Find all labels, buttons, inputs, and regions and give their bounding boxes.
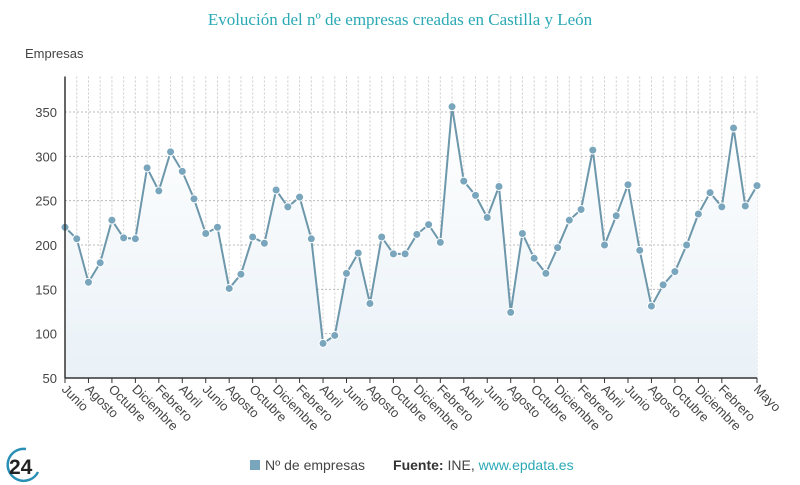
data-point [166,147,176,157]
data-point [412,229,422,239]
data-point [553,243,563,253]
source-label: Fuente: [393,457,444,473]
data-point [576,205,586,215]
y-tick-label: 350 [35,105,57,120]
data-point [529,253,539,263]
data-point [154,186,164,196]
data-point [658,280,668,290]
data-point [224,283,234,293]
source: Fuente: INE, www.epdata.es [393,457,574,473]
data-point [447,102,457,112]
y-tick-label: 50 [43,371,57,386]
data-point [400,249,410,259]
source-text: INE, [447,457,475,473]
data-point [682,240,692,250]
x-tick-label: Junio [481,382,514,415]
data-point [611,211,621,221]
data-point [471,190,481,200]
data-point [424,220,434,230]
data-point [341,268,351,278]
legend-label: Nº de empresas [265,457,366,473]
data-point [564,215,574,225]
data-point [353,248,363,258]
y-axis-label: Empresas [25,46,84,61]
data-point [318,338,328,348]
data-point [623,180,633,190]
x-tick-label: Mayo [751,382,784,415]
x-tick-label: Junio [200,382,233,415]
data-point [189,194,199,204]
data-point [201,228,211,238]
data-point [388,249,398,259]
data-point [365,299,375,309]
data-point [646,301,656,311]
chart-footer: Nº de empresas Fuente: INE, www.epdata.e… [250,457,574,473]
data-point [177,166,187,176]
data-point [693,209,703,219]
data-point [635,245,645,255]
data-point [729,123,739,133]
logo-24: 24 [6,447,40,483]
data-point [377,232,387,242]
data-point [248,232,258,242]
data-point [119,233,129,243]
data-point [271,185,281,195]
legend-swatch [250,460,260,470]
data-point [259,238,269,248]
data-point [740,201,750,211]
data-point [236,269,246,279]
chart-title: Evolución del nº de empresas creadas en … [207,10,593,29]
y-tick-label: 100 [35,327,57,342]
data-point [130,234,140,244]
data-point [482,213,492,223]
data-point [752,181,762,191]
source-link[interactable]: www.epdata.es [478,457,574,473]
data-point [295,192,305,202]
data-point [283,202,293,212]
data-point [541,268,551,278]
data-point [142,163,152,173]
data-point [459,176,469,186]
data-point [212,222,222,232]
x-tick-label: Junio [622,382,655,415]
data-point [107,215,117,225]
data-point [95,258,105,268]
data-point [588,145,598,155]
data-point [72,234,82,244]
data-point [494,181,504,191]
svg-text:24: 24 [9,456,33,479]
data-point [435,237,445,247]
x-tick-label: Junio [59,382,92,415]
data-point [330,330,340,340]
chart: Empresas 50100150200250300350JunioAgosto… [25,46,784,433]
data-point [717,202,727,212]
data-point [705,188,715,198]
data-point [670,267,680,277]
data-point [306,234,316,244]
data-point [506,307,516,317]
data-point [517,228,527,238]
series-area [65,106,757,379]
y-tick-label: 150 [35,282,57,297]
y-tick-label: 250 [35,194,57,209]
data-point [83,277,93,287]
y-tick-label: 200 [35,238,57,253]
y-tick-label: 300 [35,149,57,164]
x-tick-label: Junio [340,382,373,415]
data-point [600,240,610,250]
